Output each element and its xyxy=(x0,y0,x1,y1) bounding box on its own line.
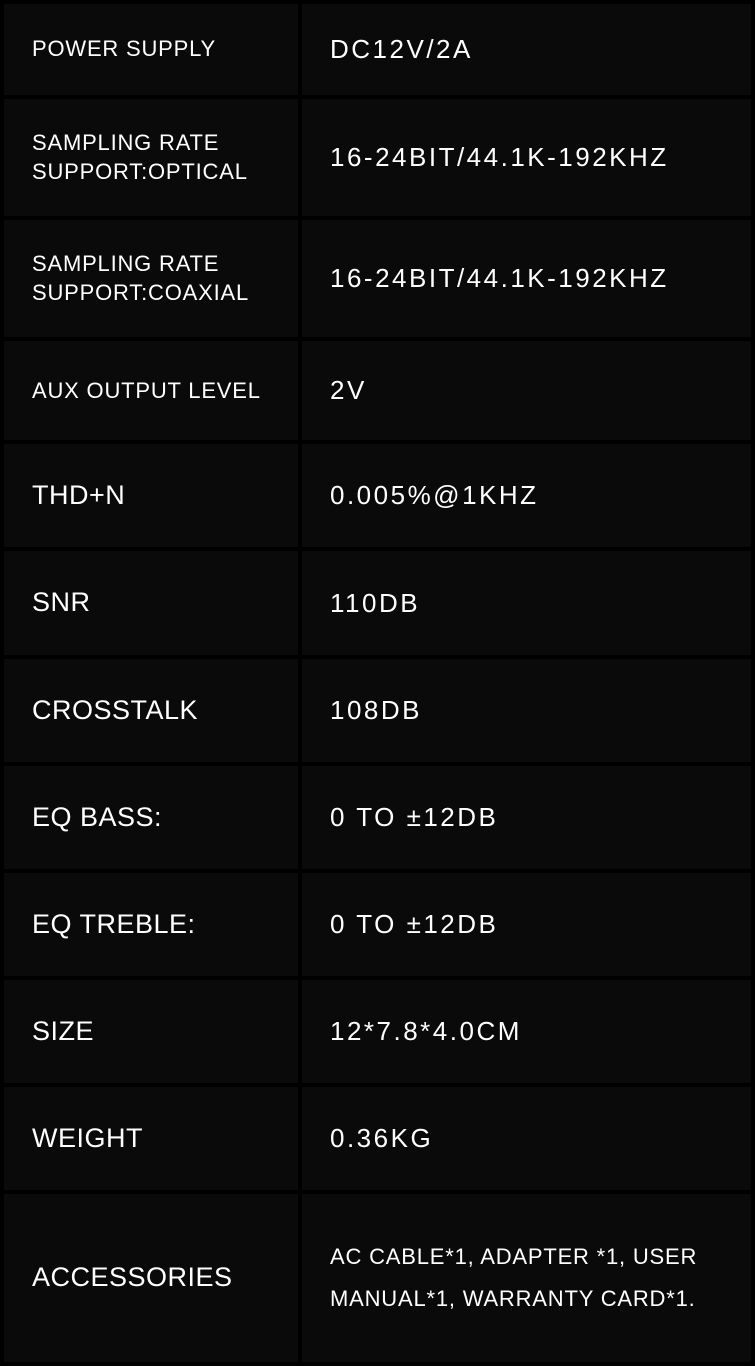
table-row: WEIGHT0.36KG xyxy=(4,1087,751,1190)
spec-label: SAMPLING RATE SUPPORT:COAXIAL xyxy=(4,220,298,337)
spec-value: 110DB xyxy=(302,551,751,654)
table-row: SNR110DB xyxy=(4,551,751,654)
table-row: POWER SUPPLYDC12V/2A xyxy=(4,4,751,95)
spec-value: AC CABLE*1, ADAPTER *1, USER MANUAL*1, W… xyxy=(302,1194,751,1362)
spec-value: 0 TO ±12DB xyxy=(302,766,751,869)
table-row: EQ BASS:0 TO ±12DB xyxy=(4,766,751,869)
spec-label: THD+N xyxy=(4,444,298,547)
spec-label: EQ BASS: xyxy=(4,766,298,869)
table-row: SAMPLING RATE SUPPORT:OPTICAL16-24BIT/44… xyxy=(4,99,751,216)
spec-label: CROSSTALK xyxy=(4,659,298,762)
table-row: SIZE12*7.8*4.0CM xyxy=(4,980,751,1083)
spec-value: 0 TO ±12DB xyxy=(302,873,751,976)
spec-label: AUX OUTPUT LEVEL xyxy=(4,341,298,440)
spec-label: POWER SUPPLY xyxy=(4,4,298,95)
table-row: ACCESSORIESAC CABLE*1, ADAPTER *1, USER … xyxy=(4,1194,751,1362)
specs-table: POWER SUPPLYDC12V/2ASAMPLING RATE SUPPOR… xyxy=(0,0,755,1366)
spec-value: 12*7.8*4.0CM xyxy=(302,980,751,1083)
table-row: EQ TREBLE:0 TO ±12DB xyxy=(4,873,751,976)
table-row: SAMPLING RATE SUPPORT:COAXIAL16-24BIT/44… xyxy=(4,220,751,337)
spec-label: SIZE xyxy=(4,980,298,1083)
spec-value: 16-24BIT/44.1K-192KHZ xyxy=(302,99,751,216)
spec-value: 0.005%@1KHZ xyxy=(302,444,751,547)
spec-value: 108DB xyxy=(302,659,751,762)
spec-label: WEIGHT xyxy=(4,1087,298,1190)
spec-value: 0.36KG xyxy=(302,1087,751,1190)
spec-label: EQ TREBLE: xyxy=(4,873,298,976)
spec-value: 2V xyxy=(302,341,751,440)
spec-label: SNR xyxy=(4,551,298,654)
table-row: CROSSTALK108DB xyxy=(4,659,751,762)
spec-value: DC12V/2A xyxy=(302,4,751,95)
table-row: THD+N0.005%@1KHZ xyxy=(4,444,751,547)
spec-label: ACCESSORIES xyxy=(4,1194,298,1362)
table-row: AUX OUTPUT LEVEL2V xyxy=(4,341,751,440)
spec-label: SAMPLING RATE SUPPORT:OPTICAL xyxy=(4,99,298,216)
spec-value: 16-24BIT/44.1K-192KHZ xyxy=(302,220,751,337)
